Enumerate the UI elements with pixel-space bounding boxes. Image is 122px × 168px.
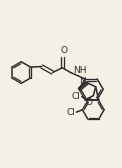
Text: Cl: Cl bbox=[66, 108, 75, 117]
Text: O: O bbox=[85, 98, 92, 107]
Text: Cl: Cl bbox=[72, 92, 81, 101]
Text: O: O bbox=[61, 46, 67, 55]
Text: N: N bbox=[79, 77, 86, 86]
Text: NH: NH bbox=[73, 66, 87, 75]
